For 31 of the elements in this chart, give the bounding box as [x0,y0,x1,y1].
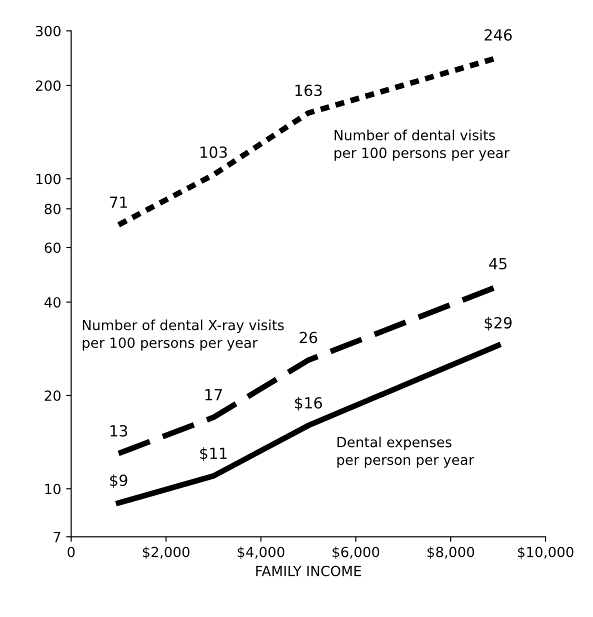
data-label: 103 [200,146,227,158]
data-label: 45 [489,258,507,270]
data-label: 163 [295,84,322,96]
y-tick-label: 20 [44,390,61,401]
data-label: $16 [295,396,322,411]
y-tick-label: 80 [44,204,61,214]
y-tick-label: 7 [54,532,60,542]
data-label: 17 [205,389,222,400]
y-tick-label: 10 [45,484,61,494]
y-tick-label: 60 [44,242,61,254]
x-tick-label: $6,000 [332,546,380,560]
series-label: Dental expenses per person per year [337,436,474,468]
data-label: 13 [110,425,128,437]
x-tick-label: $4,000 [238,546,284,560]
data-label: $29 [484,316,512,331]
x-axis-title: FAMILY INCOME [256,566,361,576]
x-tick-label: $2,000 [142,546,190,560]
data-label: 71 [110,196,127,208]
data-label: 26 [300,332,318,344]
x-tick-label: $8,000 [428,546,474,560]
series-label: Number of dental X-ray visits per 100 persons per year [82,320,284,351]
y-tick-label: 200 [36,80,61,91]
data-label: $11 [200,447,227,462]
x-tick-label: $10,000 [518,546,574,560]
y-tick-label: 100 [36,174,61,184]
data-label: $9 [110,474,128,488]
x-tick-label: 0 [68,546,75,558]
y-tick-label: 300 [36,26,61,36]
y-tick-label: 40 [44,297,61,308]
series-label: Number of dental visits per 100 persons per year [334,130,510,161]
data-label: 246 [484,29,512,41]
